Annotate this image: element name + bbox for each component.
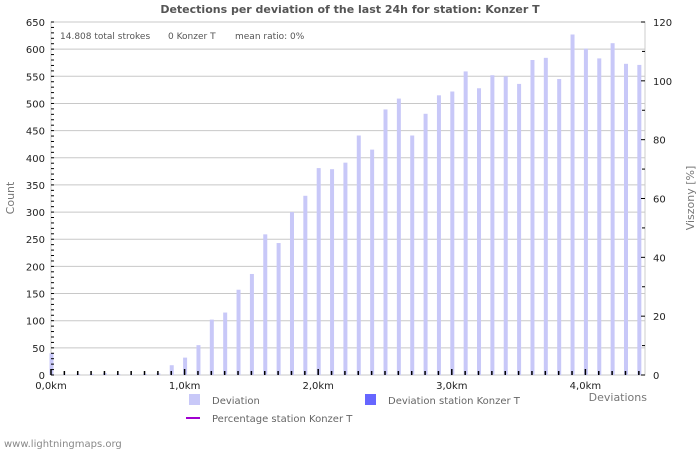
bar <box>597 58 602 375</box>
bar <box>249 273 254 375</box>
y-tick-label: 250 <box>26 235 45 246</box>
bar <box>637 64 642 375</box>
y-tick-label: 0 <box>39 371 45 382</box>
legend-label-station: Deviation station Konzer T <box>388 396 521 407</box>
x-tick-label: 1,0km <box>169 381 200 392</box>
bar <box>570 34 575 375</box>
bar <box>423 113 428 375</box>
bar <box>169 365 174 375</box>
bar <box>477 88 482 376</box>
right-y-tick-label: 80 <box>653 136 666 147</box>
legend-label-percentage: Percentage station Konzer T <box>212 414 353 425</box>
grid-lines <box>50 21 646 376</box>
bar <box>183 357 188 375</box>
x-tick-label: 4,0km <box>570 381 601 392</box>
bar <box>410 135 415 375</box>
bar <box>517 83 522 375</box>
bar <box>343 162 348 375</box>
bar <box>530 60 535 376</box>
y-tick-label: 200 <box>26 262 45 273</box>
y-tick-label: 150 <box>26 290 45 301</box>
legend-swatch-station <box>365 394 376 405</box>
bar <box>583 48 588 375</box>
bar <box>370 149 375 375</box>
total-strokes-label: 14.808 total strokes <box>60 32 150 42</box>
bar <box>236 289 241 375</box>
chart-title: Detections per deviation of the last 24h… <box>160 3 540 16</box>
plot-frame <box>50 21 646 376</box>
bar <box>276 243 281 375</box>
legend-label-deviation: Deviation <box>212 396 260 407</box>
y-tick-label: 600 <box>26 45 45 56</box>
bar <box>330 169 335 375</box>
x-axis-label: Deviations <box>589 391 648 404</box>
bar <box>263 234 268 375</box>
y-tick-label: 350 <box>26 181 45 192</box>
bar <box>450 91 455 375</box>
bar <box>610 43 615 376</box>
x-tick-label: 0,0km <box>35 381 66 392</box>
y-tick-label: 100 <box>26 317 45 328</box>
info-box: 14.808 total strokes 0 Konzer T mean rat… <box>60 32 305 42</box>
right-y-tick-label: 20 <box>653 312 666 323</box>
x-tick-label: 3,0km <box>436 381 467 392</box>
y-tick-label: 50 <box>32 344 45 355</box>
bar <box>463 71 468 376</box>
right-y-tick-label: 100 <box>653 77 672 88</box>
y-tick-label: 300 <box>26 208 45 219</box>
bar <box>623 63 628 375</box>
right-y-tick-label: 60 <box>653 195 666 206</box>
y-axis-label: Count <box>4 181 17 214</box>
right-y-axis-label: Viszony [%] <box>684 166 697 231</box>
bar <box>557 79 562 376</box>
bar <box>196 345 201 375</box>
bar <box>383 109 388 375</box>
bar <box>490 75 495 376</box>
footer-watermark: www.lightningmaps.org <box>4 439 122 450</box>
legend-swatch-deviation <box>189 394 200 405</box>
right-y-tick-label: 0 <box>653 371 659 382</box>
mean-ratio-label: mean ratio: 0% <box>235 32 305 42</box>
bar-series <box>49 34 642 376</box>
bar <box>396 98 401 375</box>
legend: Deviation Deviation station Konzer T Per… <box>186 394 521 425</box>
y-tick-label: 450 <box>26 127 45 138</box>
station-count-label: 0 Konzer T <box>168 32 216 42</box>
bar <box>223 312 228 375</box>
bar <box>303 195 308 375</box>
right-y-tick-label: 120 <box>653 18 672 29</box>
y-tick-label: 650 <box>26 18 45 29</box>
bar <box>543 57 548 375</box>
y-tick-label: 400 <box>26 154 45 165</box>
bar <box>503 76 508 376</box>
y-tick-label: 550 <box>26 72 45 83</box>
right-y-tick-label: 40 <box>653 253 666 264</box>
axes: 0501001502002503003504004505005506006500… <box>26 18 672 392</box>
bar <box>209 319 214 375</box>
x-tick-label: 2,0km <box>302 381 333 392</box>
bar <box>289 212 294 375</box>
bar <box>316 168 321 375</box>
bar <box>436 95 441 376</box>
bar <box>356 135 361 375</box>
y-tick-label: 500 <box>26 99 45 110</box>
